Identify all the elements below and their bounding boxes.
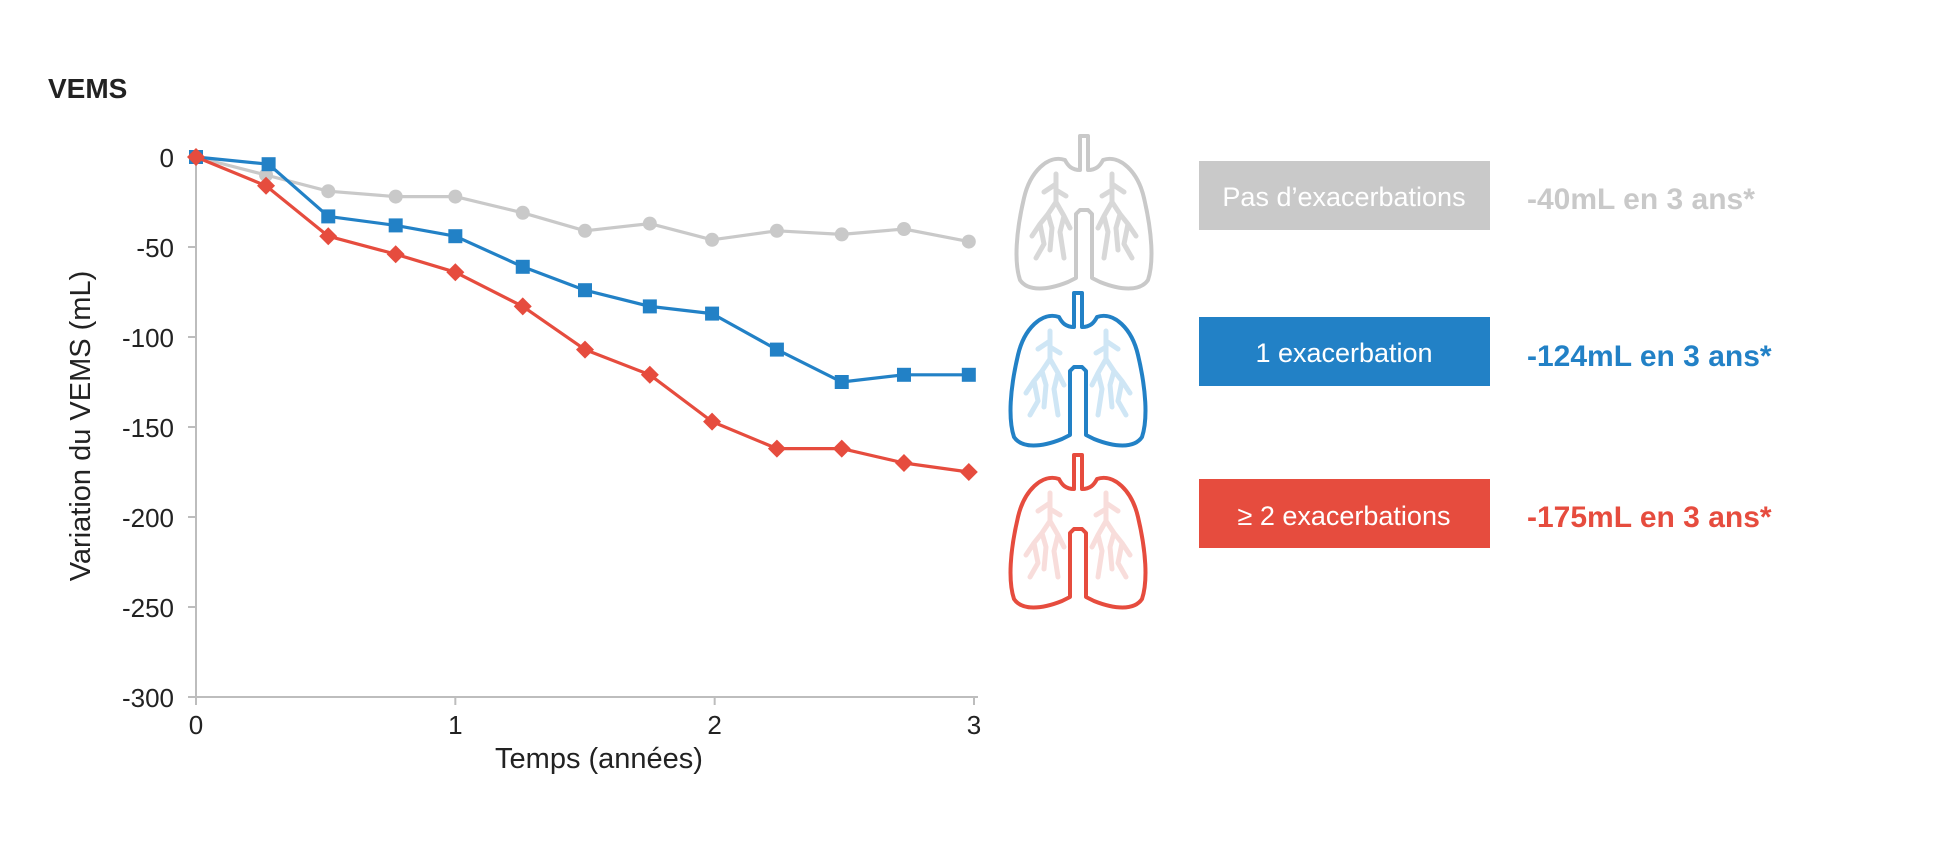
lungs-blue-icon bbox=[1008, 291, 1148, 448]
x-tick-label: 3 bbox=[967, 710, 981, 740]
series-layer bbox=[187, 148, 978, 481]
legend-label-blue: 1 exacerbation bbox=[1255, 338, 1432, 368]
data-point-grey bbox=[388, 189, 403, 204]
x-tick-label: 0 bbox=[189, 710, 203, 740]
data-point-red bbox=[319, 227, 338, 246]
legend-box-blue bbox=[1199, 317, 1490, 386]
y-tick-label: -200 bbox=[122, 503, 174, 533]
legend-note-red: -175mL en 3 ans* bbox=[1527, 501, 1772, 534]
data-point-blue bbox=[769, 342, 784, 357]
data-point-blue bbox=[896, 367, 911, 382]
data-point-red bbox=[703, 412, 722, 431]
data-point-grey bbox=[705, 232, 720, 247]
legend-item-blue: 1 exacerbation -124mL en 3 ans* bbox=[1199, 317, 1772, 386]
data-point-red bbox=[767, 439, 786, 458]
data-point-grey bbox=[515, 205, 530, 220]
y-axis-title: Variation du VEMS (mL) bbox=[65, 271, 97, 582]
x-tick-label: 1 bbox=[448, 710, 462, 740]
y-tick-label: -50 bbox=[136, 233, 174, 263]
data-point-grey bbox=[961, 234, 976, 249]
series-line-red bbox=[195, 155, 970, 474]
y-tick-label: -100 bbox=[122, 323, 174, 353]
data-point-grey bbox=[321, 184, 336, 199]
legend-label-grey: Pas d’exacerbations bbox=[1222, 182, 1465, 212]
data-point-blue bbox=[448, 229, 463, 244]
legend-item-red: ≥ 2 exacerbations -175mL en 3 ans* bbox=[1199, 479, 1772, 548]
data-point-red bbox=[187, 148, 205, 166]
lungs-grey-icon bbox=[1014, 134, 1154, 291]
data-point-blue bbox=[961, 367, 976, 382]
data-point-red bbox=[959, 463, 978, 481]
x-tick-label: 2 bbox=[707, 710, 721, 740]
series-red bbox=[187, 148, 978, 481]
data-point-blue bbox=[578, 283, 592, 298]
y-tick-label: -250 bbox=[122, 593, 174, 623]
data-point-grey bbox=[578, 223, 592, 238]
data-point-grey bbox=[448, 189, 463, 204]
lungs-red-icon bbox=[1008, 453, 1148, 610]
data-point-grey bbox=[896, 222, 911, 236]
y-tick-label: -150 bbox=[122, 413, 174, 443]
data-point-red bbox=[894, 454, 913, 472]
data-point-red bbox=[386, 245, 405, 264]
data-point-red bbox=[513, 297, 532, 316]
data-point-blue bbox=[642, 299, 657, 314]
data-point-red bbox=[640, 365, 659, 384]
data-point-blue bbox=[705, 306, 720, 321]
x-axis-title: Temps (années) bbox=[495, 743, 703, 775]
data-point-grey bbox=[769, 223, 784, 238]
legend-note-grey: -40mL en 3 ans* bbox=[1527, 183, 1755, 216]
y-tick-label: -300 bbox=[122, 683, 174, 713]
data-point-blue bbox=[388, 218, 403, 233]
y-ticks: 0 -50 -100 -150 -200 -250 -300 bbox=[122, 143, 196, 713]
data-point-blue bbox=[515, 259, 530, 274]
legend-label-red: ≥ 2 exacerbations bbox=[1238, 501, 1451, 531]
data-point-red bbox=[576, 340, 594, 359]
data-point-red bbox=[832, 439, 851, 458]
legend-box-grey bbox=[1199, 161, 1490, 230]
data-point-blue bbox=[321, 209, 336, 224]
section-title: VEMS bbox=[48, 73, 127, 104]
data-point-blue bbox=[261, 157, 276, 172]
data-point-blue bbox=[834, 375, 849, 389]
x-ticks: 0 1 2 3 bbox=[189, 697, 981, 740]
data-point-red bbox=[257, 176, 276, 195]
legend-box-red bbox=[1199, 479, 1490, 548]
data-point-grey bbox=[834, 227, 849, 242]
legend-item-grey: Pas d’exacerbations -40mL en 3 ans* bbox=[1199, 161, 1755, 230]
data-point-red bbox=[446, 263, 465, 282]
data-point-grey bbox=[259, 168, 274, 182]
data-point-grey bbox=[642, 216, 657, 231]
legend-note-blue: -124mL en 3 ans* bbox=[1527, 340, 1772, 373]
y-tick-label: 0 bbox=[160, 143, 174, 173]
series-grey bbox=[189, 150, 976, 249]
